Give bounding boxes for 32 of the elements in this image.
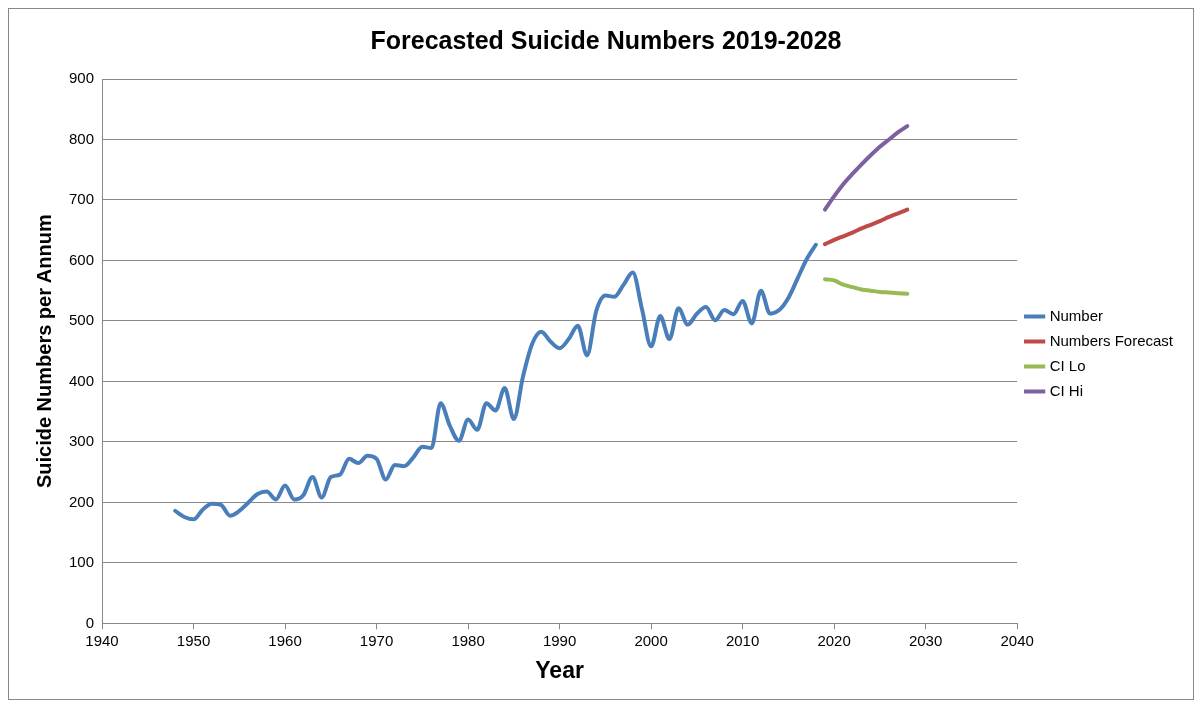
y-tick-label: 900: [69, 69, 95, 87]
legend-label: Numbers Forecast: [1049, 331, 1174, 349]
x-tick-label: 1980: [451, 631, 485, 649]
x-tick-label: 2010: [725, 631, 760, 649]
y-tick-label: 200: [69, 492, 95, 510]
y-tick-label: 700: [69, 190, 95, 208]
legend-label: CI Hi: [1049, 381, 1083, 399]
line-series: [822, 124, 910, 212]
y-tick-label: 400: [69, 371, 95, 389]
x-axis-title: Year: [535, 656, 584, 683]
x-tick-label: 2020: [817, 631, 851, 649]
y-tick-label: 300: [69, 432, 95, 450]
x-tick-label: 1960: [268, 631, 302, 649]
x-tick-label: 2040: [1000, 631, 1034, 649]
x-tick-label: 1950: [176, 631, 211, 649]
legend-label: Number: [1049, 306, 1103, 324]
legend-label: CI Lo: [1049, 356, 1086, 374]
line-series: [822, 207, 910, 247]
x-tick-label: 2030: [908, 631, 943, 649]
y-axis-title: Suicide Numbers per Annum: [32, 214, 55, 489]
x-tick-label: 1990: [542, 631, 577, 649]
y-tick-label: 600: [69, 250, 95, 268]
y-tick-label: 100: [69, 553, 95, 571]
y-tick-label: 800: [69, 129, 95, 147]
y-tick-label: 500: [69, 311, 95, 329]
x-tick-label: 2000: [634, 631, 668, 649]
y-tick-label: 0: [85, 613, 95, 631]
chart-title: Forecasted Suicide Numbers 2019-2028: [370, 25, 842, 54]
line-series: [822, 277, 910, 296]
x-tick-label: 1940: [85, 631, 119, 649]
line-series: [173, 242, 818, 522]
x-tick-label: 1970: [359, 631, 394, 649]
